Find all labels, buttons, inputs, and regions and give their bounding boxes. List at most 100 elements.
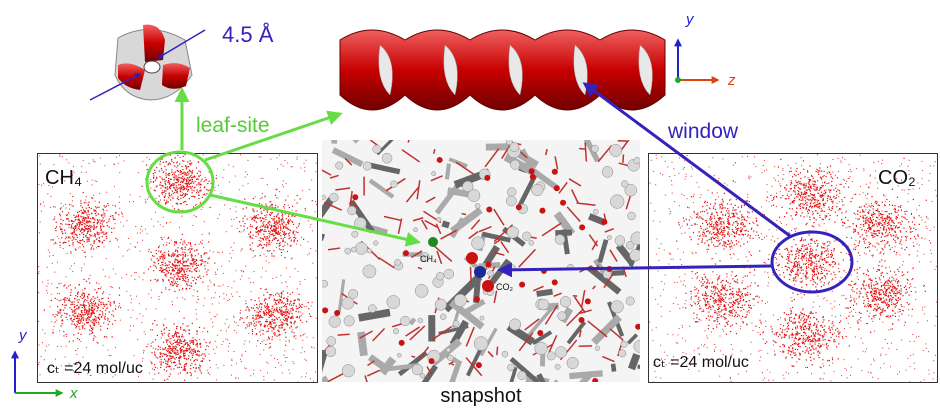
dot [92, 319, 93, 320]
dot [802, 207, 803, 208]
dot [259, 304, 260, 305]
dot [147, 169, 148, 170]
dot [672, 193, 673, 194]
dot [179, 358, 180, 359]
dot [919, 245, 920, 246]
dot [815, 349, 816, 350]
dot [189, 330, 190, 331]
dot [907, 201, 908, 202]
dot [219, 214, 220, 215]
dot [817, 204, 818, 205]
dot [715, 347, 716, 348]
dot [174, 260, 175, 261]
dot [832, 159, 833, 160]
dot [199, 367, 200, 368]
dot [82, 244, 83, 245]
dot [822, 176, 823, 177]
dot [917, 251, 918, 252]
dot [782, 195, 783, 196]
dot [73, 312, 74, 313]
dot [176, 256, 177, 257]
dot [280, 227, 281, 228]
dot [92, 305, 93, 306]
dot [177, 281, 178, 282]
dot [46, 346, 47, 347]
dot [100, 158, 101, 159]
dot [306, 373, 307, 374]
dot [78, 333, 79, 334]
dot [186, 189, 187, 190]
dot [263, 376, 264, 377]
dot [177, 203, 178, 204]
dot [187, 269, 188, 270]
dot [51, 300, 52, 301]
dot [201, 372, 202, 373]
dot [277, 359, 278, 360]
dot [148, 197, 149, 198]
dot [152, 341, 153, 342]
dot [923, 379, 924, 380]
dot [299, 317, 300, 318]
dot [809, 181, 810, 182]
dot [793, 202, 794, 203]
dot [790, 188, 791, 189]
dot [155, 355, 156, 356]
dot [172, 351, 173, 352]
dot [86, 313, 87, 314]
dot [165, 354, 166, 355]
dot [84, 312, 85, 313]
dot [805, 200, 806, 201]
dot [169, 341, 170, 342]
dot [209, 360, 210, 361]
dot [811, 373, 812, 374]
dot [292, 329, 293, 330]
dot [65, 208, 66, 209]
dot [271, 226, 272, 227]
dot [265, 271, 266, 272]
dot [874, 331, 875, 332]
dot [825, 217, 826, 218]
dot [90, 221, 91, 222]
dot [809, 219, 810, 220]
dot [98, 318, 99, 319]
dot [285, 345, 286, 346]
dot [661, 243, 662, 244]
dot [69, 315, 70, 316]
dot [856, 246, 857, 247]
dot [909, 341, 910, 342]
dot [186, 351, 187, 352]
dot [832, 172, 833, 173]
dot [44, 359, 45, 360]
dot [189, 333, 190, 334]
dot [90, 315, 91, 316]
dot [237, 228, 238, 229]
dot [917, 243, 918, 244]
dot [162, 356, 163, 357]
dot [202, 361, 203, 362]
dot [180, 364, 181, 365]
dot [161, 185, 162, 186]
dot [215, 316, 216, 317]
dot [198, 253, 199, 254]
dot [103, 246, 104, 247]
dot [254, 323, 255, 324]
dot [218, 252, 219, 253]
dot [170, 343, 171, 344]
dot [263, 379, 264, 380]
dot [300, 352, 301, 353]
dot [919, 188, 920, 189]
dot [248, 309, 249, 310]
dot [155, 339, 156, 340]
dot [904, 324, 905, 325]
dot [83, 279, 84, 280]
dot [866, 306, 867, 307]
dot [77, 305, 78, 306]
dot [103, 308, 104, 309]
dot [192, 181, 193, 182]
dot [209, 234, 210, 235]
dot [180, 242, 181, 243]
dot [268, 337, 269, 338]
dot [95, 316, 96, 317]
dot [266, 214, 267, 215]
dot [247, 228, 248, 229]
